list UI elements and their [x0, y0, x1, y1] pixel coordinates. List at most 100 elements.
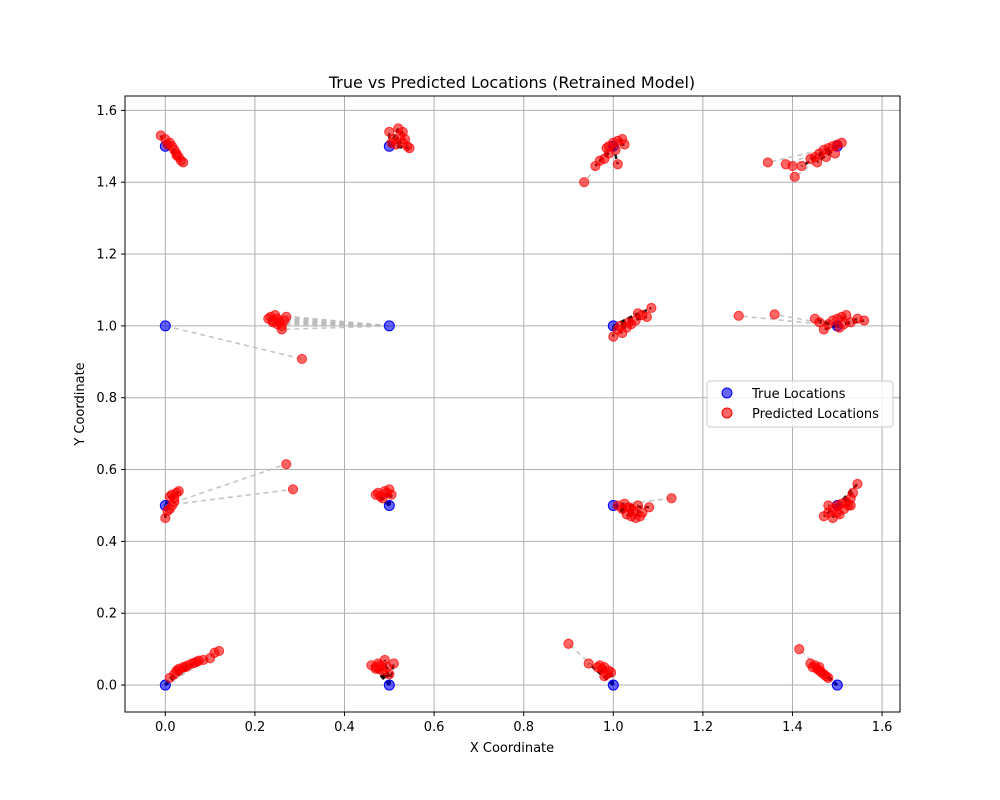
y-tick-label: 0.4	[96, 535, 117, 550]
predicted-location-point	[180, 662, 191, 673]
predicted-location-point	[608, 331, 619, 342]
prediction-link	[272, 321, 390, 327]
y-tick-label: 0.0	[96, 679, 117, 694]
predicted-location-point	[845, 500, 856, 511]
predicted-location-point	[823, 500, 834, 511]
x-tick-label: 0.4	[334, 720, 355, 735]
predicted-location-point	[619, 498, 630, 509]
axes: 0.0 0.2 0.4 0.6 0.8 1.0 1.2 1.4 1.6 0.0 0.2 0.4 0.6 0…	[96, 95, 901, 735]
y-tick-label: 0.8	[96, 391, 117, 406]
y-axis-label: Y Coordinate	[73, 362, 88, 446]
y-tick-label: 1.0	[96, 319, 117, 334]
predicted-location-point	[836, 137, 847, 148]
predicted-location-point	[579, 177, 590, 188]
y-tick-label: 1.6	[96, 104, 117, 119]
predicted-location-point	[583, 658, 594, 669]
predicted-location-point	[390, 139, 402, 150]
predicted-location-point	[173, 486, 184, 497]
y-tick-label: 0.2	[96, 607, 117, 622]
x-tick-label: 0.8	[513, 720, 534, 735]
predicted-location-point	[373, 487, 384, 498]
predicted-points	[155, 123, 870, 683]
predicted-location-point	[626, 503, 637, 515]
predicted-location-point	[641, 311, 652, 322]
predicted-location-point	[599, 670, 610, 682]
predicted-location-point	[592, 662, 603, 673]
true-location-point	[383, 499, 395, 511]
x-tick-label: 1.2	[693, 720, 714, 735]
predicted-location-point	[789, 171, 800, 182]
predicted-location-point	[386, 489, 397, 500]
predicted-location-point	[794, 644, 805, 655]
x-tick-label: 1.6	[872, 720, 893, 735]
prediction-link	[583, 145, 614, 183]
predicted-location-point	[733, 310, 744, 321]
predicted-location-point	[384, 126, 395, 138]
legend-marker-true	[721, 387, 733, 399]
predicted-location-point	[213, 645, 225, 657]
predicted-location-point	[637, 507, 648, 518]
predicted-location-point	[296, 353, 308, 365]
legend: True Locations Predicted Locations	[706, 380, 894, 428]
predicted-location-point	[814, 662, 825, 673]
x-tick-label: 0.6	[424, 720, 445, 735]
predicted-location-point	[666, 493, 677, 504]
predicted-location-point	[859, 315, 870, 326]
predicted-location-point	[287, 484, 299, 495]
true-location-point	[159, 320, 171, 332]
predicted-location-point	[612, 159, 623, 170]
predicted-location-point	[852, 478, 863, 490]
predicted-location-point	[619, 139, 630, 150]
legend-marker-predicted	[721, 407, 733, 419]
legend-label-predicted: Predicted Locations	[752, 407, 879, 422]
predicted-location-point	[623, 317, 635, 328]
prediction-link	[165, 463, 287, 507]
predicted-location-point	[162, 139, 173, 150]
legend-label-true: True Locations	[751, 387, 846, 402]
predicted-location-point	[563, 638, 574, 649]
predicted-location-point	[614, 320, 626, 331]
predicted-location-point	[787, 160, 798, 172]
predicted-location-point	[769, 309, 780, 320]
predicted-location-point	[397, 126, 408, 138]
predicted-location-point	[281, 311, 292, 322]
predicted-location-point	[644, 502, 655, 513]
x-tick-label: 0.2	[245, 720, 266, 735]
x-tick-label: 1.4	[782, 720, 803, 735]
predicted-location-point	[178, 157, 189, 168]
predicted-location-point	[847, 487, 859, 498]
predicted-location-point	[823, 672, 834, 683]
predicted-location-point	[162, 505, 173, 516]
x-tick-label: 1.0	[603, 720, 624, 735]
true-location-point	[607, 679, 619, 691]
predicted-location-point	[812, 157, 823, 168]
prediction-link	[165, 488, 294, 507]
predicted-location-point	[762, 157, 773, 168]
plot-frame	[124, 95, 901, 713]
predicted-location-point	[646, 302, 657, 314]
prediction-link	[738, 315, 838, 327]
y-tick-label: 1.2	[96, 248, 117, 263]
true-location-point	[831, 679, 843, 691]
prediction-link	[165, 325, 303, 360]
chart-title: True vs Predicted Locations (Retrained M…	[328, 73, 695, 92]
predicted-location-point	[281, 459, 292, 470]
predicted-location-point	[820, 151, 832, 163]
legend-box	[706, 380, 894, 428]
y-tick-label: 1.4	[96, 176, 117, 191]
y-tick-label: 0.6	[96, 463, 117, 478]
predicted-location-point	[838, 318, 850, 330]
grid	[125, 96, 900, 712]
true-location-point	[383, 320, 395, 332]
predicted-location-point	[829, 148, 841, 159]
predicted-location-point	[381, 662, 393, 673]
predicted-location-point	[796, 160, 807, 172]
x-axis-label: X Coordinate	[470, 741, 554, 756]
predicted-location-point	[610, 144, 621, 155]
predicted-location-point	[832, 507, 843, 518]
predicted-location-point	[164, 491, 175, 502]
predicted-location-point	[267, 317, 278, 328]
x-tick-label: 0.0	[155, 720, 176, 735]
